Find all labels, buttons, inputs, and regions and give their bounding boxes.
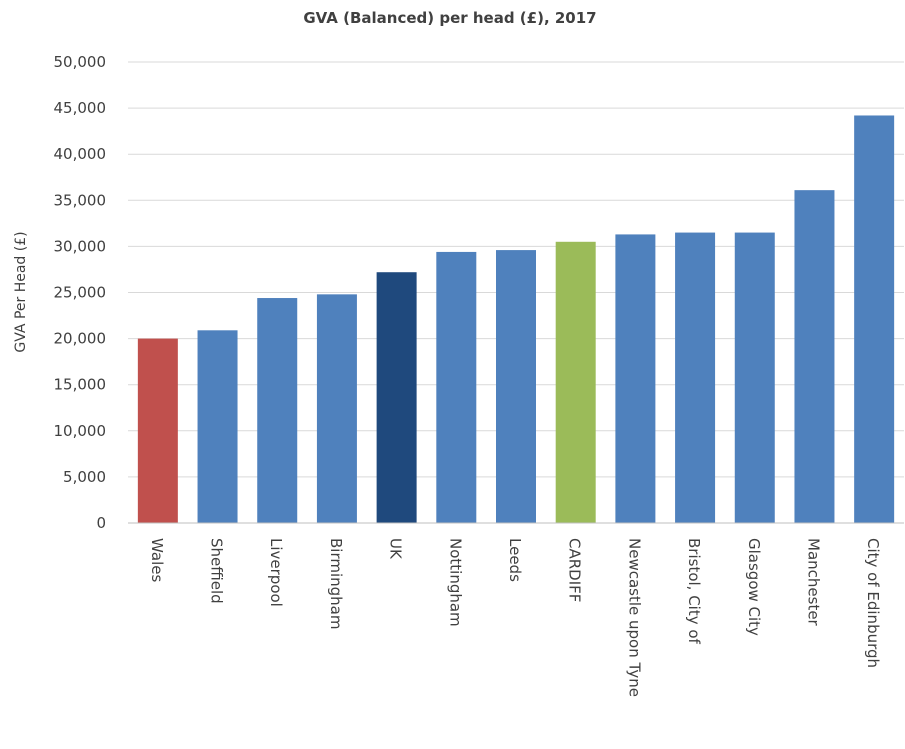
x-tick-label: Liverpool xyxy=(267,538,285,607)
x-tick-label: Wales xyxy=(148,538,166,582)
bar-newcastle-upon-tyne xyxy=(615,234,656,523)
bar-manchester xyxy=(794,190,835,523)
y-tick-label: 30,000 xyxy=(54,237,107,255)
y-tick-label: 10,000 xyxy=(54,422,107,440)
bars xyxy=(137,115,895,524)
x-tick-label: Manchester xyxy=(804,538,822,627)
x-tick-label: Leeds xyxy=(506,538,524,582)
x-axis-ticks: Wales Sheffield Liverpool Birmingham UK Notti… xyxy=(148,538,882,697)
x-tick-label: Newcastle upon Tyne xyxy=(625,538,643,697)
y-axis-ticks: 0 5,000 10,000 15,000 20,000 25,000 30,000 35,0… xyxy=(54,53,107,532)
y-tick-label: 50,000 xyxy=(54,53,107,71)
y-tick-label: 40,000 xyxy=(54,145,107,163)
bar-nottingham xyxy=(436,251,477,523)
bar-wales xyxy=(137,338,178,523)
y-tick-label: 15,000 xyxy=(54,376,107,394)
bar-cardiff xyxy=(555,241,596,524)
x-tick-label: CARDIFF xyxy=(566,538,584,602)
bar-leeds xyxy=(496,250,536,523)
bar-bristol-city-of xyxy=(675,232,716,523)
y-tick-label: 5,000 xyxy=(63,468,106,486)
y-tick-label: 0 xyxy=(96,514,106,532)
chart-title: GVA (Balanced) per head (£), 2017 xyxy=(303,9,596,27)
y-tick-label: 25,000 xyxy=(54,284,107,302)
y-tick-label: 20,000 xyxy=(54,330,107,348)
x-tick-label: UK xyxy=(387,538,405,560)
x-tick-label: Birmingham xyxy=(327,538,345,629)
x-tick-label: Sheffield xyxy=(208,538,226,604)
y-tick-label: 35,000 xyxy=(54,191,107,209)
bar-glasgow-city xyxy=(734,232,775,523)
x-tick-label: Glasgow City xyxy=(745,538,763,636)
x-tick-label: Bristol, City of xyxy=(685,538,703,645)
bar-birmingham xyxy=(316,294,357,523)
bar-liverpool xyxy=(257,298,298,523)
x-tick-label: City of Edinburgh xyxy=(864,538,882,668)
y-axis-label: GVA Per Head (£) xyxy=(13,231,29,352)
bar-city-of-edinburgh xyxy=(854,115,895,523)
x-tick-label: Nottingham xyxy=(446,538,464,627)
bar-sheffield xyxy=(197,330,238,523)
bar-uk xyxy=(376,272,417,523)
y-tick-label: 45,000 xyxy=(54,99,107,117)
